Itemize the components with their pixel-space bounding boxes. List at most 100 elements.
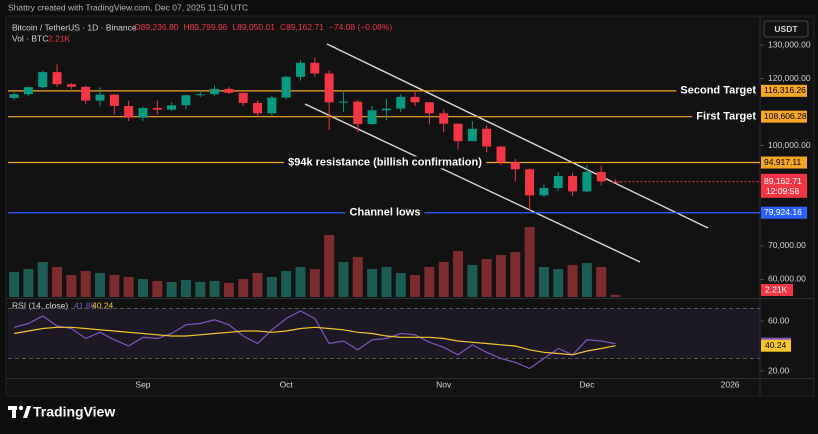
candle-body (124, 105, 134, 118)
rsi-y-tick-label: 60.00 (768, 315, 790, 325)
candle-body (281, 76, 291, 98)
x-tick-label: Dec (579, 379, 595, 389)
ohlc-legend-item: C89,162.71 (280, 22, 324, 32)
logo-mark (23, 406, 31, 418)
volume-bar (467, 265, 478, 297)
x-tick-label: 2026 (721, 379, 740, 389)
candle-body (439, 113, 449, 124)
volume-bar (152, 281, 163, 297)
level-name: First Target (696, 111, 756, 123)
volume-bar (281, 271, 292, 297)
ohlc-legend-item: −74.08 (−0.08%) (329, 22, 392, 32)
candle-body (496, 146, 506, 163)
level-name-bg (692, 110, 761, 123)
level-name-bg (284, 156, 487, 169)
volume-bar (37, 262, 48, 297)
candle-body (267, 97, 277, 114)
ohlc-legend-item: H89,799.96 (183, 22, 227, 32)
y-tick-label: 70,000.00 (768, 240, 806, 250)
candle-body (353, 101, 363, 125)
volume-bar (553, 269, 564, 297)
volume-bar (66, 275, 77, 297)
candle-body (109, 94, 119, 106)
volume-bar (266, 277, 277, 297)
currency-button[interactable] (763, 20, 809, 38)
volume-bar (424, 267, 435, 297)
current-price-label: 89,162.71 (764, 176, 802, 186)
volume-bar (123, 277, 134, 297)
y-tick-label: 100,000.00 (768, 140, 811, 150)
candle-body (381, 108, 391, 111)
y-tick-label: 60,000.00 (768, 274, 806, 284)
candle-body (367, 110, 377, 125)
volume-bar (195, 282, 206, 297)
candle-body (195, 94, 205, 96)
level-price-box (761, 84, 807, 97)
candle-body (510, 162, 520, 170)
rsi-ma-legend-value: 40.24 (92, 300, 114, 310)
volume-bar (352, 257, 363, 297)
candle-body (310, 62, 320, 74)
volume-bar (295, 267, 306, 297)
volume-bar (481, 259, 492, 297)
candle-body (596, 171, 606, 182)
x-tick-label: Nov (436, 379, 452, 389)
volume-bar (180, 280, 191, 297)
volume-bar (80, 271, 91, 297)
volume-bar (581, 263, 592, 297)
candle-body (611, 181, 621, 183)
volume-bar (324, 235, 335, 297)
volume-bar (381, 267, 392, 297)
level-price-box (761, 206, 807, 219)
channel-upper (326, 43, 709, 229)
candle-body (568, 175, 578, 192)
level-name: Second Target (680, 85, 756, 97)
candle-body (52, 72, 62, 85)
volume-bar (252, 273, 263, 297)
candle-body (553, 175, 563, 189)
candle-body (81, 86, 91, 101)
volume-bar (309, 269, 320, 297)
level-name: $94k resistance (billish confirmation) (288, 156, 482, 168)
rsi-value-label: 40.24 (765, 340, 787, 350)
y-tick-label: 120,000.00 (768, 73, 811, 83)
volume-bar (567, 265, 578, 297)
volume-bar (23, 269, 34, 297)
rsi-line (13, 310, 616, 370)
logo-mark (18, 405, 24, 411)
logo-mark (12, 406, 16, 418)
candle-body (338, 101, 348, 103)
volume-bar (95, 273, 106, 297)
candle-body (424, 102, 434, 114)
candle-body (181, 95, 191, 106)
candle-body (95, 94, 105, 101)
channel-lower (304, 103, 641, 263)
level-name-bg (345, 206, 425, 219)
x-tick-label: Oct (280, 379, 294, 389)
level-price-label: 79,924.16 (764, 207, 802, 217)
volume-bar (52, 267, 63, 297)
volume-bar (610, 294, 621, 297)
volume-bar (367, 269, 378, 297)
volume-bar (596, 267, 607, 297)
candle-body (467, 128, 477, 142)
volume-bar (137, 279, 148, 297)
candle-body (253, 102, 263, 114)
candle-body (582, 171, 592, 192)
candle-body (482, 128, 492, 147)
volume-legend-value: 2.21K (48, 33, 71, 43)
level-price-label: 94,917.11 (764, 157, 801, 167)
volume-bar (524, 227, 535, 297)
candle-body (296, 62, 305, 77)
level-name: Channel lows (350, 207, 421, 219)
currency[interactable]: USDT (774, 24, 798, 34)
candle-body (238, 92, 248, 103)
countdown: 12:09:58 (766, 186, 799, 196)
logo (8, 405, 31, 418)
volume-bar (209, 281, 220, 297)
candle-body (66, 84, 76, 87)
y-tick-label: 130,000.00 (768, 39, 811, 49)
level-price-label: 108,606.28 (764, 111, 807, 121)
rsi-ma-line (13, 326, 616, 356)
rsi-title: RSI (14, close) (12, 300, 68, 310)
